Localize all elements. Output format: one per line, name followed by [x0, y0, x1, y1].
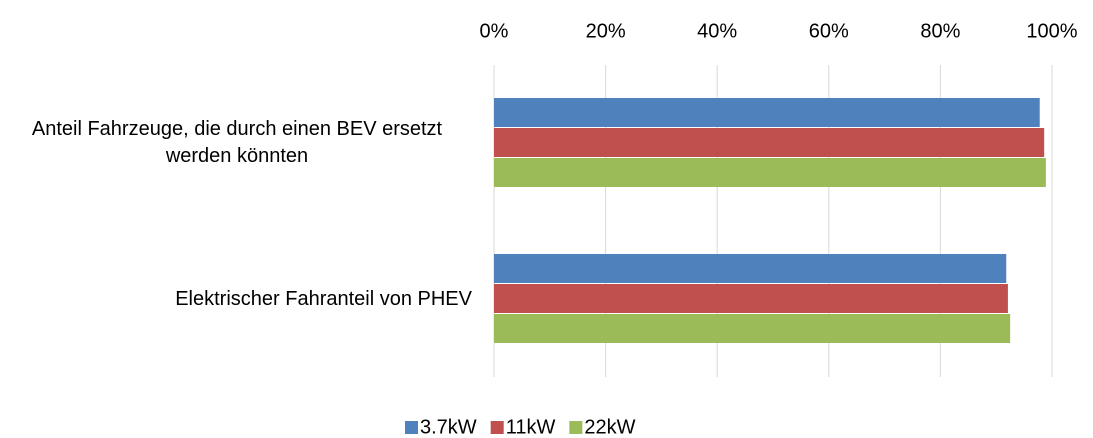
legend-swatch: [490, 421, 504, 434]
bar: [494, 254, 1007, 283]
bar: [494, 314, 1011, 343]
y-tick-label: Elektrischer Fahranteil von PHEV: [0, 286, 472, 313]
category-text: Elektrischer Fahranteil von PHEV: [175, 287, 472, 310]
legend-swatch: [405, 421, 418, 434]
legend-label: 11kW: [506, 416, 556, 438]
bar: [494, 128, 1045, 157]
x-tick-label: 80%: [920, 20, 960, 42]
x-tick-label: 100%: [1026, 20, 1077, 42]
bar: [494, 98, 1040, 127]
x-tick-label: 40%: [697, 20, 737, 42]
bar: [494, 284, 1008, 313]
legend-label: 22kW: [584, 416, 635, 438]
x-tick-label: 0%: [480, 20, 509, 42]
y-tick-label: Anteil Fahrzeuge, die durch einen BEV er…: [0, 116, 472, 170]
bar: [494, 158, 1046, 187]
legend-swatch: [569, 421, 583, 434]
x-tick-label: 60%: [809, 20, 849, 42]
legend-label: 3.7kW: [420, 416, 477, 438]
category-text: Anteil Fahrzeuge, die durch einen BEV er…: [31, 118, 443, 167]
x-tick-label: 20%: [586, 20, 626, 42]
